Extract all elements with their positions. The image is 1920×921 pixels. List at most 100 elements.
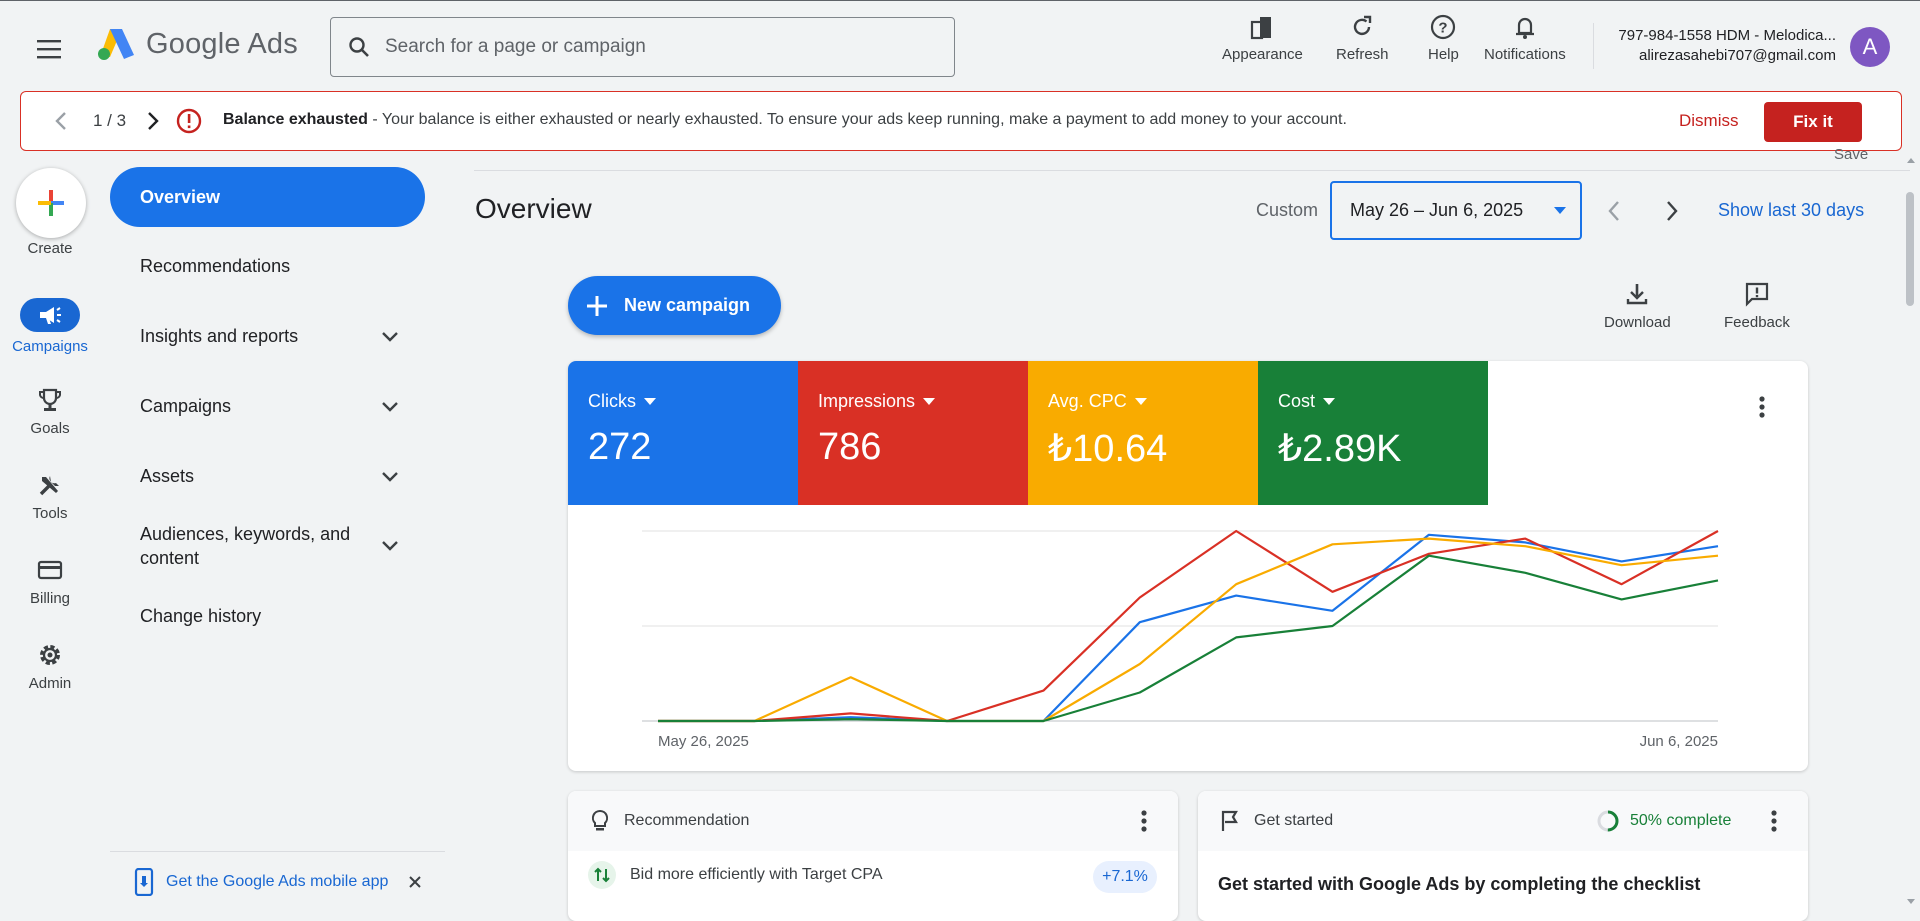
- google-ads-logo[interactable]: Google Ads: [96, 27, 298, 61]
- metric-label: Impressions: [818, 391, 916, 411]
- search-icon: [349, 37, 369, 57]
- alert-next-button[interactable]: [143, 109, 163, 138]
- metric-tile-impressions[interactable]: Impressions 786: [798, 361, 1028, 505]
- recommendation-uplift-badge: +7.1%: [1093, 861, 1157, 893]
- dismiss-button[interactable]: Dismiss: [1679, 111, 1739, 130]
- refresh-label: Refresh: [1336, 46, 1389, 63]
- mobile-app-label: Get the Google Ads mobile app: [166, 873, 389, 890]
- avatar[interactable]: A: [1850, 27, 1890, 67]
- show-last-30-days-link[interactable]: Show last 30 days: [1718, 200, 1865, 220]
- save-button[interactable]: Save: [1834, 146, 1869, 163]
- google-ads-logo-icon: [98, 29, 134, 60]
- rail-label-campaigns: Campaigns: [12, 338, 88, 355]
- alert-title: Balance exhausted: [223, 111, 368, 128]
- page-title: Overview: [475, 193, 592, 224]
- dropdown-caret-icon: [644, 398, 656, 405]
- chevron-down-icon: [382, 471, 398, 482]
- subnav-label: Insights and reports: [140, 326, 299, 346]
- subnav-item-change-history[interactable]: Change history: [140, 606, 400, 627]
- date-prev-button[interactable]: [1602, 196, 1626, 231]
- metric-value: 786: [818, 426, 882, 468]
- page-scrollbar[interactable]: [1902, 152, 1920, 912]
- date-range-value: May 26 – Jun 6, 2025: [1350, 200, 1524, 220]
- subnav-item-assets[interactable]: Assets: [140, 466, 400, 487]
- metric-value: ₺10.64: [1048, 428, 1168, 470]
- chart-series: [658, 529, 1719, 723]
- mobile-app-promo[interactable]: Get the Google Ads mobile app: [110, 851, 445, 912]
- get-started-card: Get started 50% complete Get started wit…: [1198, 791, 1808, 921]
- credit-card-icon: [37, 560, 63, 580]
- recommendation-text: Bid more efficiently with Target CPA: [630, 866, 883, 883]
- create-label: Create: [27, 240, 73, 257]
- notifications-button[interactable]: Notifications: [1484, 13, 1566, 63]
- date-range-select[interactable]: May 26 – Jun 6, 2025: [1330, 181, 1582, 240]
- hamburger-icon: [37, 40, 61, 59]
- metric-tile-clicks[interactable]: Clicks 272: [568, 361, 798, 505]
- recommendation-item[interactable]: Bid more efficiently with Target CPA: [588, 861, 883, 889]
- refresh-button[interactable]: Refresh: [1336, 13, 1389, 63]
- subnav-item-audiences[interactable]: Audiences, keywords, and content: [140, 522, 400, 570]
- dropdown-caret-icon: [1323, 398, 1336, 405]
- rail-label-goals: Goals: [30, 420, 70, 437]
- filter-bar-edge: [474, 170, 1910, 171]
- rail-label-tools: Tools: [32, 505, 68, 522]
- help-icon: ?: [1431, 14, 1456, 40]
- rail-label-admin: Admin: [28, 675, 72, 692]
- subnav-item-recommendations[interactable]: Recommendations: [140, 256, 400, 277]
- get-started-heading: Get started: [1254, 812, 1334, 829]
- date-next-button[interactable]: [1660, 196, 1684, 231]
- help-button[interactable]: ? Help: [1428, 13, 1459, 63]
- subnav-item-insights[interactable]: Insights and reports: [140, 326, 400, 347]
- dropdown-caret-icon: [1554, 207, 1566, 214]
- download-icon: [1627, 284, 1648, 305]
- x-axis-end-label: Jun 6, 2025: [1640, 733, 1718, 750]
- error-icon: [175, 107, 203, 140]
- main-menu-button[interactable]: [30, 29, 70, 69]
- series-line-2: [658, 537, 1719, 723]
- metric-label: Avg. CPC: [1048, 391, 1127, 411]
- rail-item-goals[interactable]: Goals: [0, 386, 100, 437]
- appearance-button[interactable]: Appearance: [1222, 13, 1303, 63]
- alert-message: Balance exhausted - Your balance is eith…: [223, 111, 1347, 129]
- download-button[interactable]: Download: [1604, 280, 1671, 331]
- dropdown-caret-icon: [923, 398, 936, 405]
- rail-item-admin[interactable]: Admin: [0, 641, 100, 692]
- appearance-label: Appearance: [1222, 46, 1303, 63]
- create-button[interactable]: [16, 168, 86, 238]
- rail-item-tools[interactable]: Tools: [0, 471, 100, 522]
- trophy-icon: [39, 388, 61, 411]
- new-campaign-button[interactable]: New campaign: [568, 276, 781, 335]
- metric-tile-avg-cpc[interactable]: Avg. CPC ₺10.64: [1028, 361, 1258, 505]
- download-label: Download: [1604, 314, 1671, 331]
- subnav-item-overview[interactable]: Overview: [110, 167, 425, 227]
- metric-tile-cost[interactable]: Cost ₺2.89K: [1258, 361, 1488, 505]
- recommendation-more-button[interactable]: [1140, 809, 1148, 838]
- subnav-label: Assets: [140, 466, 195, 486]
- checklist-progress: 50% complete: [1596, 809, 1731, 833]
- search-input[interactable]: [385, 36, 925, 58]
- feedback-icon: [1745, 282, 1769, 307]
- account-info[interactable]: 797-984-1558 HDM - Melodica... alirezasa…: [1600, 26, 1836, 66]
- search-box[interactable]: [330, 17, 955, 77]
- chevron-right-icon: [148, 112, 159, 130]
- feedback-button[interactable]: Feedback: [1724, 280, 1790, 331]
- rail-item-billing[interactable]: Billing: [0, 556, 100, 607]
- rail-item-campaigns[interactable]: Campaigns: [0, 298, 100, 355]
- alert-prev-button[interactable]: [51, 109, 71, 138]
- top-header: Google Ads Appearance Refresh ? Help Not…: [0, 0, 1920, 88]
- more-vert-icon: [1771, 810, 1777, 832]
- megaphone-icon: [40, 307, 61, 324]
- chevron-left-icon: [1608, 201, 1619, 221]
- subnav-item-campaigns[interactable]: Campaigns: [140, 396, 400, 417]
- get-started-more-button[interactable]: [1770, 809, 1778, 838]
- feedback-label: Feedback: [1724, 314, 1790, 331]
- chart-more-button[interactable]: [1758, 395, 1766, 424]
- scrollbar-thumb[interactable]: [1906, 192, 1914, 306]
- help-label: Help: [1428, 46, 1459, 63]
- subnav-label: Recommendations: [140, 256, 291, 276]
- subnav-label: Campaigns: [140, 396, 232, 416]
- fix-it-button[interactable]: Fix it: [1764, 102, 1862, 142]
- brand-name: Google Ads: [146, 27, 298, 60]
- close-icon[interactable]: [408, 875, 422, 889]
- recommendation-heading: Recommendation: [624, 812, 750, 829]
